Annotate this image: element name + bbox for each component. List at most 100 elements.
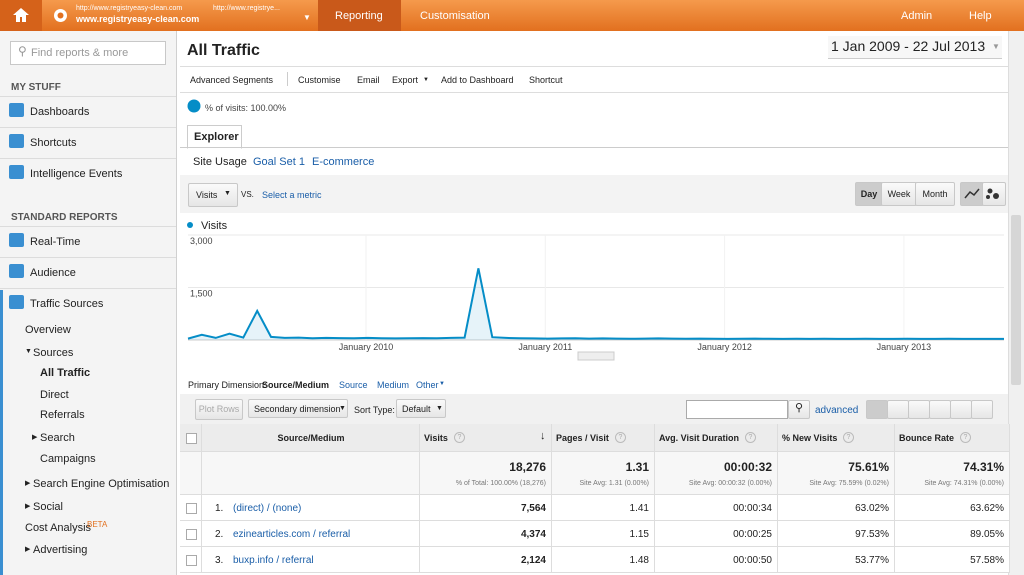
subtab[interactable]: Site Usage	[193, 156, 247, 168]
sort-arrow[interactable]: ↓	[540, 430, 546, 442]
search-box[interactable]	[10, 41, 166, 65]
dimension-option[interactable]: Source	[339, 380, 368, 390]
site-dropdown[interactable]: ▼	[303, 13, 311, 22]
help-icon[interactable]: ?	[615, 432, 626, 443]
nav-subitem[interactable]: Search Engine Optimisation	[33, 478, 170, 490]
secondary-dimension[interactable]: Secondary dimension	[248, 399, 348, 418]
nav-subitem[interactable]: Advertising	[33, 544, 88, 556]
toolbar-item[interactable]: Advanced Segments	[190, 75, 274, 85]
scroll-thumb[interactable]	[1011, 215, 1021, 385]
top-nav-item[interactable]: Reporting	[335, 10, 383, 22]
row-checkbox[interactable]	[186, 503, 197, 514]
row-value: 63.62%	[970, 503, 1004, 514]
view-button[interactable]	[950, 400, 972, 419]
help-icon[interactable]: ?	[745, 432, 756, 443]
segment-share: % of visits: 100.00%	[205, 103, 287, 113]
column-header[interactable]: Avg. Visit Duration	[659, 433, 740, 443]
help-icon[interactable]: ?	[843, 432, 854, 443]
dimension-option[interactable]: Other	[416, 380, 439, 390]
help-icon[interactable]: ?	[960, 432, 971, 443]
nav-row	[0, 257, 176, 288]
table-cell	[552, 547, 655, 573]
table-search-button[interactable]: ⚲	[788, 400, 810, 419]
nav-row	[0, 158, 176, 189]
section-label: MY STUFF	[11, 82, 61, 93]
chart-type-icons	[964, 188, 999, 199]
column-header[interactable]: Pages / Visit	[556, 433, 609, 443]
period-button[interactable]: Week	[881, 182, 917, 206]
nav-row	[0, 96, 176, 127]
row-value: 7,564	[520, 503, 546, 514]
column-header[interactable]: Source/Medium	[277, 433, 345, 443]
sort-select[interactable]: Default	[396, 399, 446, 418]
table-cell	[180, 452, 202, 495]
metric-select[interactable]	[188, 183, 238, 207]
nav-item[interactable]: Real-Time	[30, 236, 81, 248]
table-search[interactable]	[686, 400, 788, 419]
nav-subitem[interactable]: All Traffic	[40, 367, 91, 379]
total-value: 74.31%	[963, 460, 1004, 474]
nav-subitem[interactable]: Cost Analysis	[25, 522, 92, 534]
dropdown-arrow: ▼	[423, 77, 429, 83]
toolbar-item[interactable]: Customise	[298, 75, 341, 85]
nav-item[interactable]: Traffic Sources	[30, 298, 104, 310]
nav-subitem[interactable]: Direct	[40, 389, 69, 401]
nav-caret: ▶	[25, 503, 31, 510]
nav-item[interactable]: Dashboards	[30, 106, 90, 118]
toolbar-sep	[287, 72, 288, 86]
column-header[interactable]: Bounce Rate	[899, 433, 955, 443]
explorer-tab[interactable]	[187, 125, 242, 149]
dimension-option[interactable]: Source/Medium	[262, 380, 330, 390]
row-source[interactable]: buxp.info / referral	[233, 555, 314, 566]
view-button[interactable]	[866, 400, 888, 419]
help-icon[interactable]: ?	[454, 432, 465, 443]
toolbar-item[interactable]: Shortcut	[529, 75, 563, 85]
plot-rows[interactable]: Plot Rows	[195, 399, 243, 420]
nav-item[interactable]: Audience	[30, 267, 76, 279]
view-button[interactable]	[971, 400, 993, 419]
row-source[interactable]: ezinearticles.com / referral	[233, 529, 351, 540]
top-nav-item[interactable]: Admin	[901, 10, 933, 22]
row-source[interactable]: (direct) / (none)	[233, 503, 302, 514]
select-metric[interactable]: Select a metric	[262, 190, 322, 200]
date-picker[interactable]	[828, 36, 1002, 59]
view-button[interactable]	[887, 400, 909, 419]
row-checkbox[interactable]	[186, 529, 197, 540]
nav-subitem[interactable]: Sources	[33, 347, 74, 359]
header-checkbox[interactable]	[186, 433, 197, 444]
nav-subitem[interactable]: Social	[33, 501, 63, 513]
dropdown-arrow: ▼	[339, 405, 346, 412]
table-cell	[552, 452, 655, 495]
vs-label: VS.	[241, 190, 254, 199]
nav-subitem[interactable]: Referrals	[40, 409, 85, 421]
view-button[interactable]	[929, 400, 951, 419]
view-button[interactable]	[908, 400, 930, 419]
advanced-filter[interactable]: advanced	[815, 405, 859, 416]
nav-icon	[9, 165, 24, 179]
period-button[interactable]: Month	[915, 182, 955, 206]
toolbar-item[interactable]: Email	[357, 75, 380, 85]
table-cell	[420, 547, 552, 573]
dropdown-arrow: ▼	[439, 381, 445, 387]
column-header[interactable]: Visits	[424, 433, 448, 443]
top-nav-item[interactable]: Help	[969, 10, 992, 22]
nav-subitem[interactable]: Overview	[25, 324, 71, 336]
top-nav-item[interactable]: Customisation	[420, 10, 490, 22]
total-sub: % of Total: 100.00% (18,276)	[455, 480, 546, 487]
toolbar-item[interactable]: Export	[392, 75, 419, 85]
nav-subitem[interactable]: Search	[40, 432, 75, 444]
dimension-option[interactable]: Medium	[377, 380, 410, 390]
subtab[interactable]: Goal Set 1	[253, 156, 305, 168]
column-header[interactable]: % New Visits	[782, 433, 838, 443]
subtab[interactable]: E-commerce	[312, 156, 375, 168]
nav-item[interactable]: Intelligence Events	[30, 168, 123, 180]
total-sub: Site Avg: 00:00:32 (0.00%)	[688, 480, 772, 487]
nav-item[interactable]: Shortcuts	[30, 137, 77, 149]
nav-subitem[interactable]: Campaigns	[40, 453, 96, 465]
toolbar-item[interactable]: Add to Dashboard	[441, 75, 514, 85]
total-sub: Site Avg: 75.59% (0.02%)	[809, 480, 889, 487]
total-sub: Site Avg: 1.31 (0.00%)	[579, 480, 649, 487]
row-checkbox[interactable]	[186, 555, 197, 566]
period-button[interactable]: Day	[855, 182, 883, 206]
